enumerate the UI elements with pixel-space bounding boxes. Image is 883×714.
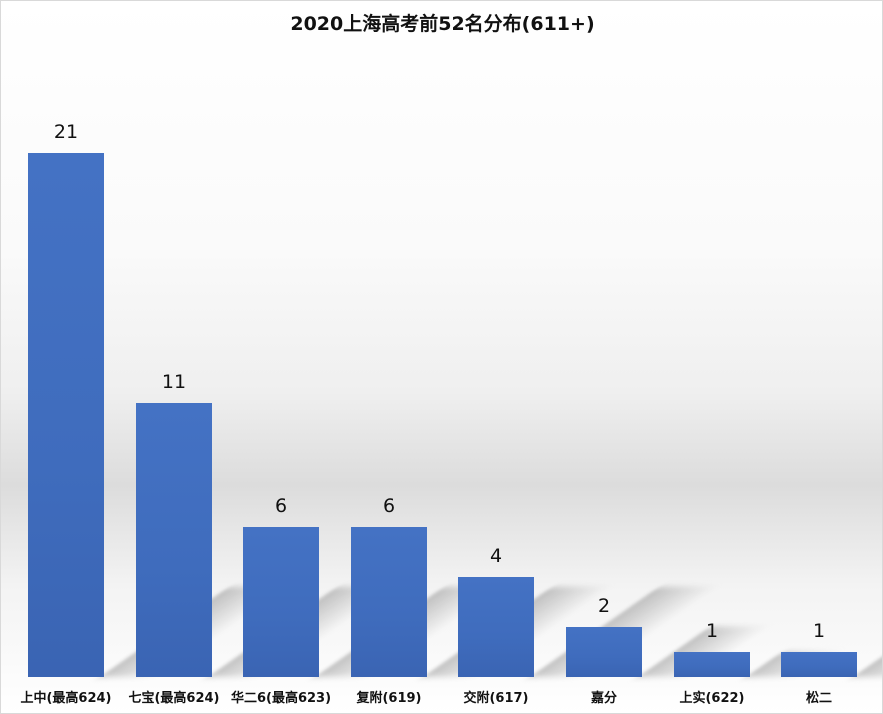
bar-value-label: 21: [53, 121, 79, 143]
bar: [781, 652, 857, 677]
bar-value-label: 2: [597, 595, 611, 617]
category-label: 嘉分: [590, 691, 617, 706]
bar: [674, 652, 750, 677]
bar: [28, 153, 104, 677]
category-label: 华二6(最高623): [230, 691, 332, 706]
category-label: 交附(617): [463, 691, 529, 706]
bar-value-label: 11: [161, 371, 187, 393]
bar-shadow: [853, 652, 882, 677]
bar: [566, 627, 642, 677]
bar: [243, 527, 319, 677]
category-label: 七宝(最高624): [128, 691, 220, 706]
bar-value-label: 6: [382, 495, 396, 517]
category-label: 上实(622): [679, 691, 745, 706]
bar-value-label: 6: [274, 495, 288, 517]
category-label: 复附(619): [356, 691, 422, 706]
bar: [458, 577, 534, 677]
bar-value-label: 1: [705, 620, 719, 642]
bar-value-label: 4: [489, 545, 503, 567]
category-label: 松二: [805, 691, 832, 706]
bar-value-label: 1: [812, 620, 826, 642]
category-label: 上中(最高624): [20, 691, 112, 706]
bar: [351, 527, 427, 677]
chart-title: 2020上海高考前52名分布(611+): [290, 13, 595, 35]
bar: [136, 403, 212, 677]
